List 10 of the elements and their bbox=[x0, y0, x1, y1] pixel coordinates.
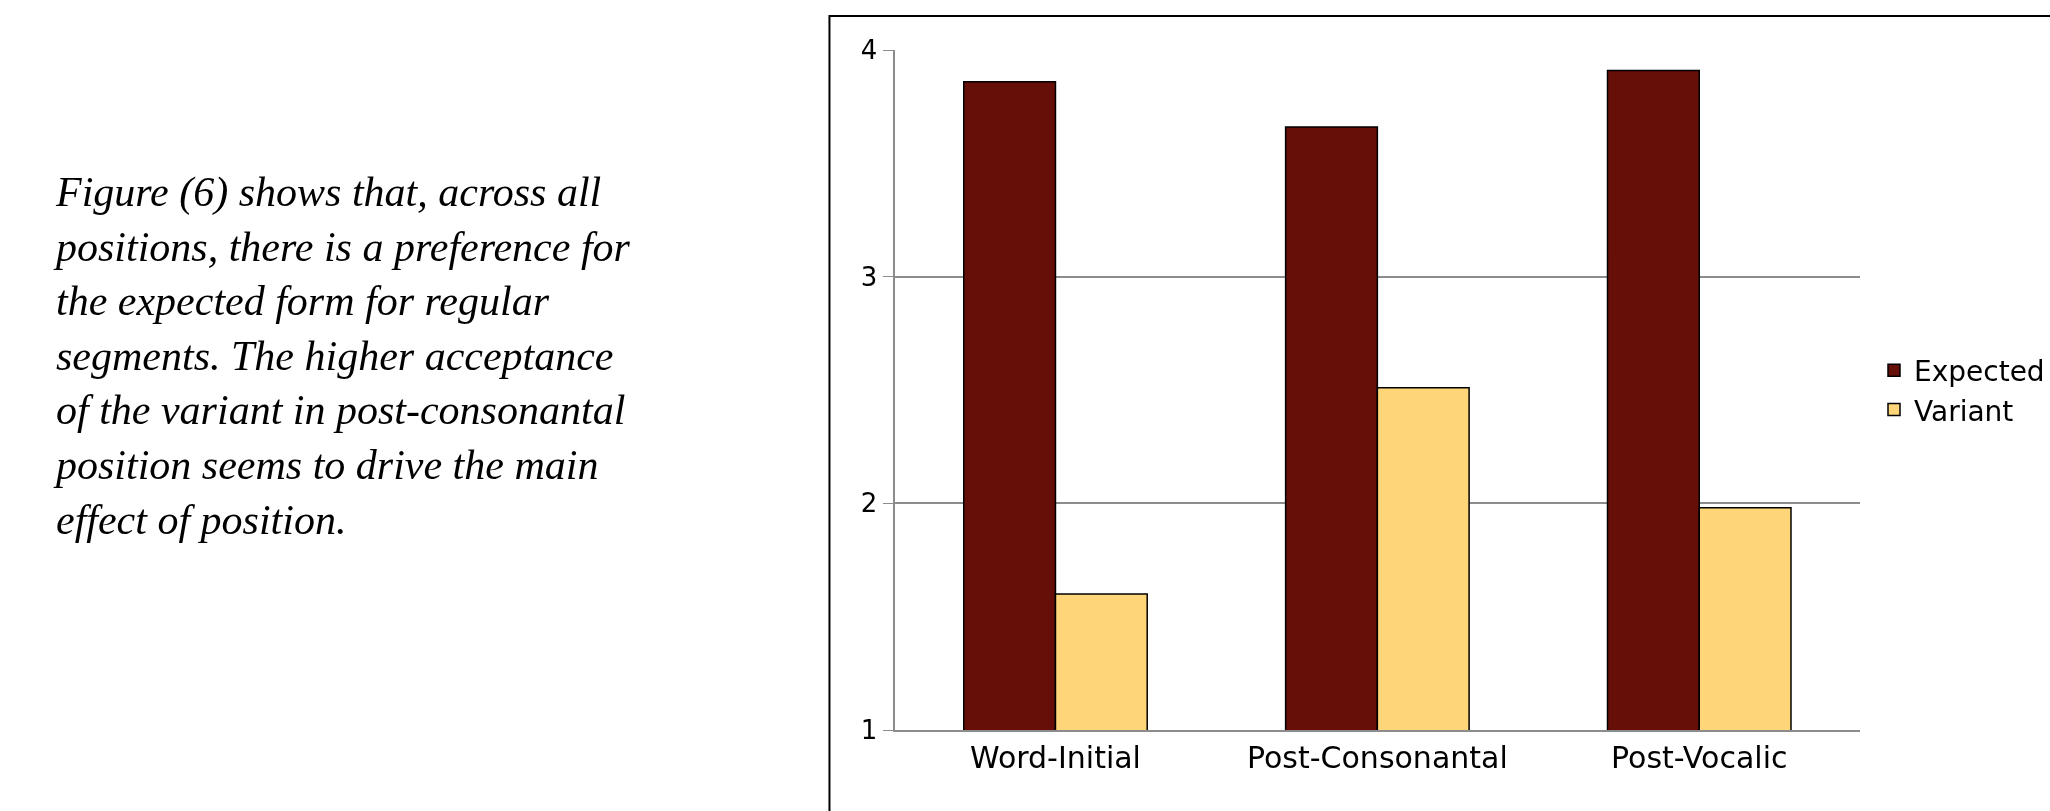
text: Figure (6) shows that, across all positions, there is a preference for the expected form for regular segments. The higher acceptance of the variant in post-consonantal position seems to drive the main effect of position. bbox=[53, 169, 631, 543]
y-tick-label: 4 bbox=[860, 35, 878, 66]
y-tick-label: 1 bbox=[860, 715, 878, 746]
y-tick-label: 2 bbox=[860, 488, 878, 519]
x-tick-label: Word-Initial bbox=[969, 740, 1141, 775]
legend-label: Expected bbox=[1914, 355, 2045, 389]
x-tick-label: Post-Vocalic bbox=[1611, 740, 1788, 775]
x-tick-label: Post-Consonantal bbox=[1246, 740, 1508, 775]
legend-label: Variant bbox=[1914, 394, 2014, 428]
y-tick-label: 3 bbox=[860, 261, 878, 292]
